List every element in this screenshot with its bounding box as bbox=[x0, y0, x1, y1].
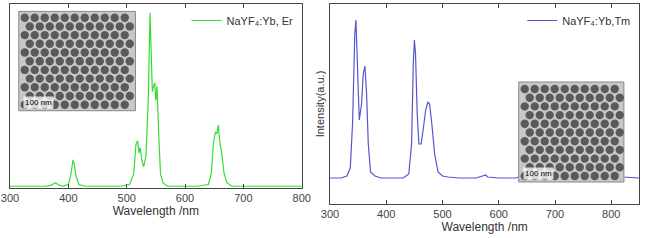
svg-text:800: 800 bbox=[602, 208, 620, 220]
svg-text:Intensity(a.u.): Intensity(a.u.) bbox=[314, 71, 326, 138]
svg-text:NaYF₄:Yb,Tm: NaYF₄:Yb,Tm bbox=[562, 15, 630, 27]
svg-text:600: 600 bbox=[490, 208, 508, 220]
svg-text:400: 400 bbox=[59, 192, 77, 204]
svg-text:500: 500 bbox=[433, 208, 451, 220]
svg-text:500: 500 bbox=[118, 192, 136, 204]
svg-text:400: 400 bbox=[377, 208, 395, 220]
svg-text:600: 600 bbox=[176, 192, 194, 204]
svg-text:Wavelength /nm: Wavelength /nm bbox=[442, 220, 528, 234]
svg-text:300: 300 bbox=[1, 192, 19, 204]
svg-text:700: 700 bbox=[234, 192, 252, 204]
svg-text:Wavelength /nm: Wavelength /nm bbox=[113, 204, 199, 218]
svg-text:NaYF₄:Yb, Er: NaYF₄:Yb, Er bbox=[227, 15, 294, 27]
svg-text:800: 800 bbox=[293, 192, 311, 204]
svg-text:300: 300 bbox=[321, 208, 339, 220]
svg-text:700: 700 bbox=[546, 208, 564, 220]
svg-text:100 nm: 100 nm bbox=[525, 169, 552, 178]
svg-text:100 nm: 100 nm bbox=[25, 98, 52, 107]
